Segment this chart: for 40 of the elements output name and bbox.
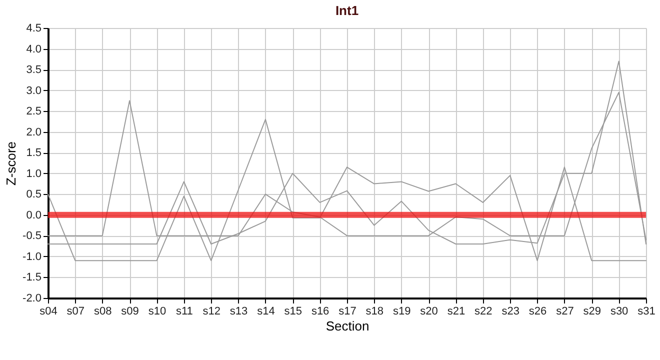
- y-tick-label: 1.5: [26, 147, 42, 160]
- x-tick-label: s20: [420, 306, 438, 318]
- y-tick-label: -1.0: [22, 250, 42, 263]
- x-tick-label: s31: [638, 306, 656, 318]
- y-tick-label: 3.5: [26, 64, 42, 76]
- x-tick-label: s19: [392, 306, 411, 318]
- chart-title: Int1: [335, 3, 359, 18]
- y-tick-label: 2.0: [26, 126, 42, 138]
- x-tick-label: s08: [94, 306, 112, 318]
- y-tick-label: 2.5: [26, 106, 42, 118]
- y-tick-label: 0.5: [26, 188, 42, 201]
- x-tick-label: s15: [284, 306, 302, 318]
- x-tick-label: s12: [202, 306, 220, 318]
- x-tick-label: s23: [502, 306, 520, 318]
- x-tick-label: s07: [66, 306, 85, 318]
- x-tick-label: s09: [121, 306, 139, 318]
- y-tick-label: -1.5: [22, 272, 42, 284]
- x-tick-label: s18: [366, 306, 384, 318]
- y-tick-label: 1.0: [26, 168, 42, 180]
- x-tick-label: s26: [528, 306, 547, 318]
- x-tick-label: s22: [474, 306, 492, 318]
- y-tick-label: -0.5: [22, 230, 42, 242]
- x-tick-label: s11: [176, 306, 193, 318]
- y-tick-label: 3.0: [26, 84, 42, 97]
- x-tick-label: s16: [311, 306, 330, 318]
- x-tick-label: s13: [230, 306, 248, 318]
- x-tick-label: s21: [447, 306, 466, 318]
- x-tick-label: s10: [148, 306, 166, 318]
- y-tick-label: 0.0: [26, 209, 42, 222]
- x-tick-label: s14: [257, 306, 275, 318]
- x-tick-label: s17: [338, 306, 356, 318]
- x-axis-title: Section: [326, 318, 370, 334]
- x-tick-label: s04: [40, 306, 58, 318]
- x-tick-label: s29: [583, 306, 602, 318]
- y-tick-label: 4.5: [26, 22, 42, 34]
- y-tick-label: 4.0: [26, 43, 42, 56]
- y-tick-label: -2.0: [22, 292, 42, 304]
- x-tick-label: s30: [610, 306, 628, 318]
- x-tick-label: s27: [556, 306, 574, 318]
- y-axis-title: Z-score: [4, 141, 19, 186]
